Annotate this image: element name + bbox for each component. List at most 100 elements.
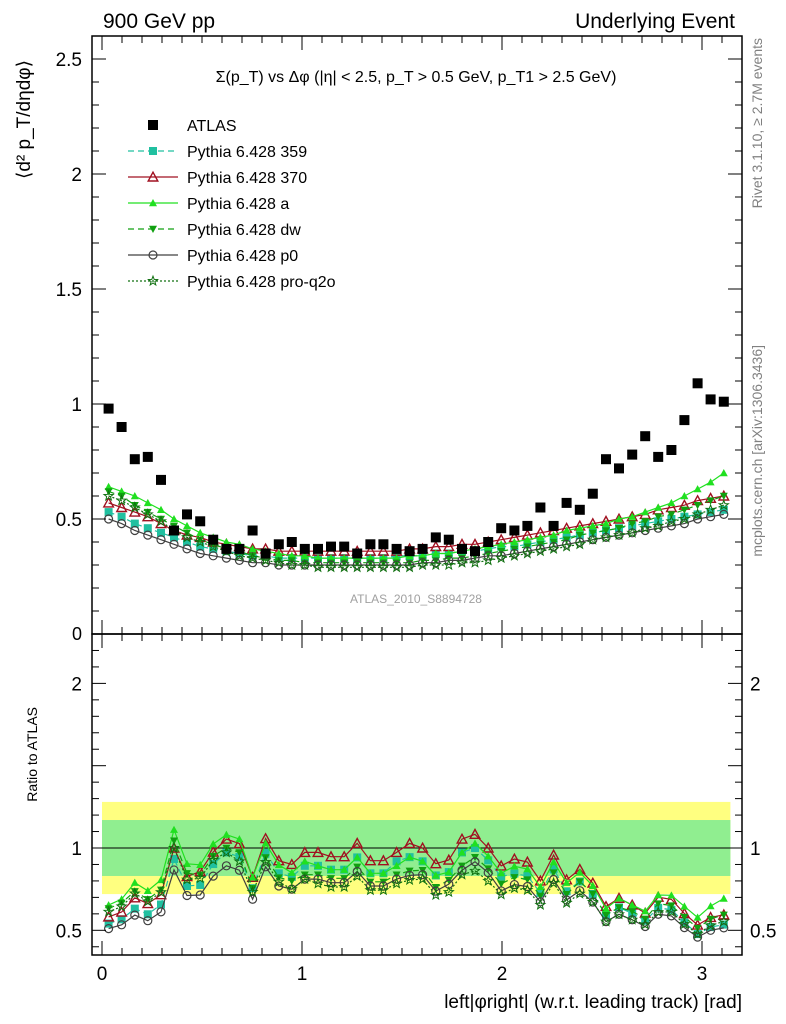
series-2-ratio-point — [615, 894, 623, 902]
series-2-point — [628, 512, 637, 520]
series-5-ratio-point — [429, 888, 442, 901]
atlas-point — [601, 454, 611, 465]
series-3-ratio-point — [117, 899, 126, 907]
series-2-ratio-point — [327, 865, 335, 873]
side-label-bottom: mcplots.cern.ch [arXiv:1306.3436] — [749, 345, 765, 557]
series-1-ratio-point — [403, 837, 416, 849]
series-5-point — [364, 561, 377, 573]
series-4-point — [130, 525, 140, 536]
atlas-point — [352, 548, 363, 559]
series-2-ratio-point — [170, 825, 178, 833]
legend-label: ATLAS — [187, 118, 237, 135]
series-4-ratio-point — [208, 871, 218, 881]
series-0-point — [680, 512, 689, 521]
series-2-point — [431, 549, 440, 557]
series-2-ratio-point — [235, 835, 244, 843]
series-2-ratio-point — [706, 902, 715, 910]
series-3-point — [706, 497, 715, 505]
atlas-point — [378, 539, 389, 550]
legend-marker — [149, 147, 157, 155]
y-tick-label: 1 — [71, 395, 82, 416]
series-4-ratio-point — [705, 925, 716, 935]
legend-label: Pythia 6.428 p0 — [187, 248, 298, 265]
series-5-ratio-point — [141, 895, 154, 907]
series-5-ratio-point — [626, 913, 639, 925]
series-5-ratio-point — [442, 886, 455, 898]
series-5-ratio-point — [194, 871, 207, 884]
side-label-top: Rivet 3.1.10, ≥ 2.7M events — [749, 38, 765, 208]
series-5-point — [455, 556, 469, 568]
series-1-ratio-point — [416, 841, 429, 853]
series-5-point — [390, 561, 403, 573]
series-0-point — [667, 515, 676, 523]
series-0-ratio-point — [261, 848, 270, 857]
series-3-ratio-point — [680, 913, 689, 922]
series-2-ratio-point — [510, 862, 519, 870]
series-4-ratio-point — [496, 886, 506, 896]
series-5-ratio-point — [207, 853, 220, 866]
series-3-point — [615, 525, 623, 533]
legend-marker — [146, 274, 160, 287]
y-tick-label: 0.5 — [56, 510, 82, 531]
series-0-ratio-point — [484, 856, 493, 865]
series-3-point — [680, 506, 689, 514]
series-5-point — [128, 501, 141, 513]
series-5-point — [377, 561, 390, 573]
series-5-point — [468, 556, 482, 568]
series-5-ratio-point — [665, 905, 678, 917]
series-5-ratio-point — [678, 917, 691, 930]
series-2-point — [615, 515, 623, 523]
series-5-point — [626, 526, 639, 538]
series-5-ratio-point — [403, 873, 416, 886]
atlas-point — [692, 378, 703, 389]
series-5-point — [154, 515, 168, 527]
series-5-ratio-point — [338, 880, 351, 893]
atlas-point — [640, 431, 651, 442]
series-5-ratio-point — [351, 869, 364, 882]
series-3-ratio-point — [615, 904, 623, 912]
series-5-point — [665, 515, 678, 527]
series-2-ratio-point — [497, 869, 506, 877]
series-4-ratio-point — [143, 916, 153, 926]
atlas-point — [535, 502, 546, 513]
series-5-ratio-point — [311, 877, 325, 889]
series-3-ratio-point — [104, 905, 113, 913]
series-5-ratio-point — [377, 883, 390, 896]
series-3-point — [143, 508, 152, 517]
series-5-point — [560, 540, 573, 552]
series-5-ratio-point — [600, 915, 612, 927]
series-3-ratio-point — [523, 876, 532, 884]
series-1-ratio-point — [338, 850, 351, 862]
series-3-point — [575, 531, 584, 540]
series-4-point — [719, 509, 729, 520]
series-0-ratio-point — [471, 844, 479, 852]
series-1-ratio-point — [181, 870, 193, 882]
series-5-point — [442, 558, 455, 571]
series-2-point — [575, 524, 584, 532]
series-3-ratio-point — [575, 878, 584, 886]
watermark: ATLAS_2010_S8894728 — [350, 592, 482, 606]
atlas-point — [234, 543, 245, 554]
series-2-point — [693, 485, 702, 493]
series-5-point — [102, 489, 115, 502]
legend-marker — [149, 199, 157, 207]
ratio-y-tick-label-right: 0.5 — [750, 921, 776, 942]
atlas-point — [417, 543, 428, 554]
series-2-ratio-point — [667, 891, 676, 899]
series-0-ratio-point — [523, 872, 532, 881]
legend-entry: Pythia 6.428 a — [128, 196, 289, 213]
series-2-ratio-point — [274, 860, 283, 869]
header-left: 900 GeV pp — [103, 10, 215, 33]
series-0-ratio-point — [104, 919, 113, 928]
legend-marker — [148, 250, 158, 260]
series-2-ratio-point — [471, 839, 479, 847]
series-3-point — [641, 518, 650, 526]
ratio-y-tick-label-right: 2 — [750, 674, 761, 695]
series-4-point — [666, 521, 677, 531]
series-4-point — [169, 539, 179, 549]
atlas-point — [273, 539, 284, 550]
series-5-ratio-point — [181, 873, 193, 885]
series-3-ratio-point — [536, 892, 545, 900]
series-3-ratio-point — [130, 888, 139, 896]
x-tick-label: 2 — [497, 964, 508, 985]
